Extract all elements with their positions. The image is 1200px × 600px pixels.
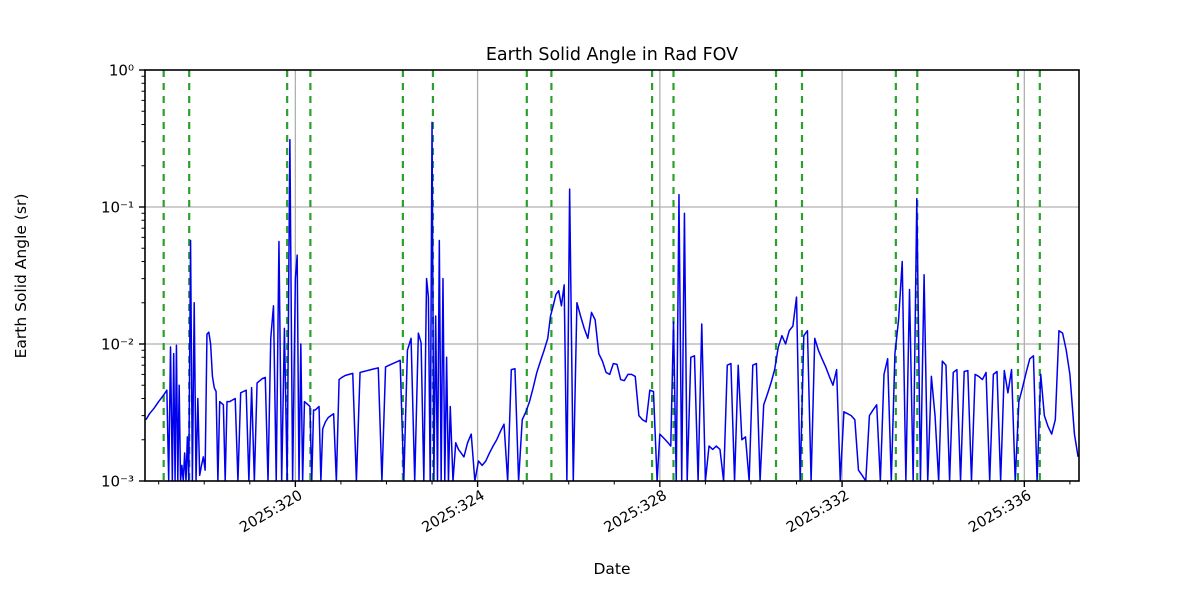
y-tick-label: 10⁰ (109, 62, 134, 80)
data-series-line (145, 121, 1079, 482)
y-tick-labels: 10⁰ 10⁻¹ 10⁻² 10⁻³ (101, 62, 134, 491)
plot-frame (144, 69, 1080, 482)
y-tick-label: 10⁻³ (101, 473, 134, 491)
x-axis-label: Date (593, 560, 630, 578)
data-series-group (145, 121, 1079, 482)
chart-title: Earth Solid Angle in Rad FOV (486, 45, 738, 65)
y-axis-label: Earth Solid Angle (sr) (12, 194, 30, 359)
y-tick-label: 10⁻¹ (101, 199, 134, 217)
y-tick-label: 10⁻² (101, 336, 134, 354)
